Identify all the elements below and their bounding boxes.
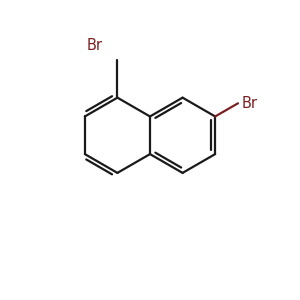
Text: Br: Br: [87, 38, 103, 53]
Text: Br: Br: [241, 96, 257, 111]
